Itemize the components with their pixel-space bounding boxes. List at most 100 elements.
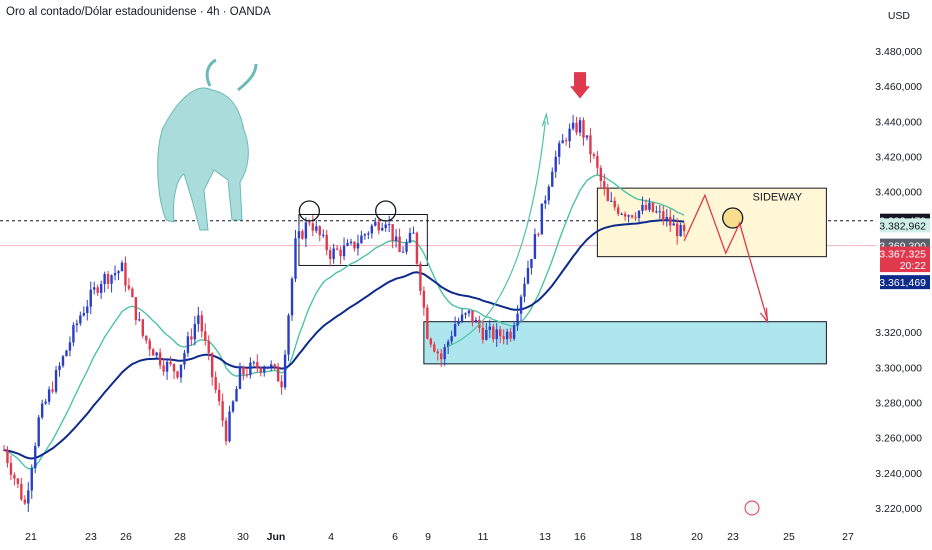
candle [544,195,547,209]
candle [391,224,394,249]
candle [297,224,301,242]
candle-body [79,315,82,324]
candle [221,393,224,427]
candle [634,212,637,221]
candle-body [578,120,582,133]
candle [47,386,51,405]
candle-body [651,202,655,212]
candle-body [499,329,502,337]
candle [183,349,186,370]
candle-body [558,143,561,157]
y-tick-label: 3.220,000 [875,503,922,515]
candle-body [290,278,294,316]
candle [401,246,405,253]
candle-body [384,224,387,229]
candle [436,348,439,361]
candle-body [540,203,544,235]
candle-body [20,483,23,500]
candle [65,349,68,357]
candle [117,270,120,281]
candle-body [34,446,37,469]
currency-label[interactable]: USD [887,10,910,22]
candle-body [637,210,641,218]
candle [249,357,252,379]
candle-body [96,287,99,293]
candle [96,284,99,297]
price-badge: 20:22 [880,258,930,273]
candle-body [599,167,603,182]
candle [387,215,391,233]
candle-body [276,366,280,382]
candle [592,152,596,159]
candle-body [297,231,301,239]
candle [16,477,20,489]
candle-body [575,122,578,133]
candle-body [363,234,367,236]
candle-body [89,289,92,307]
candle-body [304,222,308,239]
candle-body [325,234,328,251]
candle-body [16,478,20,484]
candle [242,365,245,381]
candle [145,335,148,344]
candle [672,214,675,226]
candle-body [117,271,120,274]
candle-body [221,401,224,421]
candle-body [148,340,151,350]
candle [311,215,315,237]
candle [564,137,568,146]
candle-body [422,290,426,308]
candle [134,296,138,325]
candle [571,114,575,131]
projection-path [683,193,769,321]
candle [172,363,176,380]
candle [578,117,582,137]
candle-body [214,377,217,390]
candle-body [65,350,68,357]
candle-body [211,353,214,378]
candle-body [332,248,335,260]
candle [370,223,374,239]
x-tick-label: 26 [120,531,132,543]
candle [606,183,609,202]
candle-body [585,135,589,138]
candle-body [467,310,471,314]
candle [186,331,190,357]
candle-body [322,234,325,236]
candle-body [27,490,30,504]
candle-body [408,232,412,243]
candle-body [592,154,596,156]
candle [374,217,377,227]
candle [280,375,283,395]
candle-body [530,258,533,268]
candle [443,343,446,366]
candle-body [335,248,339,250]
candle [138,311,141,322]
candle [551,167,554,187]
top-marker-circle [375,200,397,222]
sideway-label: SIDEWAY [753,191,803,203]
y-tick-label: 3.460,000 [875,81,922,93]
candle [120,260,124,272]
candle-body [440,353,443,360]
candle [235,386,238,402]
candle [75,319,79,333]
candle-body [269,364,273,367]
candle [613,197,616,211]
candle-body [103,274,106,285]
candle-body [82,312,86,316]
candle-body [492,326,495,340]
x-tick-label: 30 [237,531,249,543]
candle [252,360,256,366]
candle [346,239,349,247]
price-badge-text: 3.382,962 [879,220,926,232]
candle-body [682,225,686,232]
candle [377,217,380,235]
candle [162,358,165,376]
ema-slow-line [3,219,685,460]
candle-body [603,181,606,190]
candle [193,316,197,346]
y-tick-label: 3.440,000 [875,116,922,128]
